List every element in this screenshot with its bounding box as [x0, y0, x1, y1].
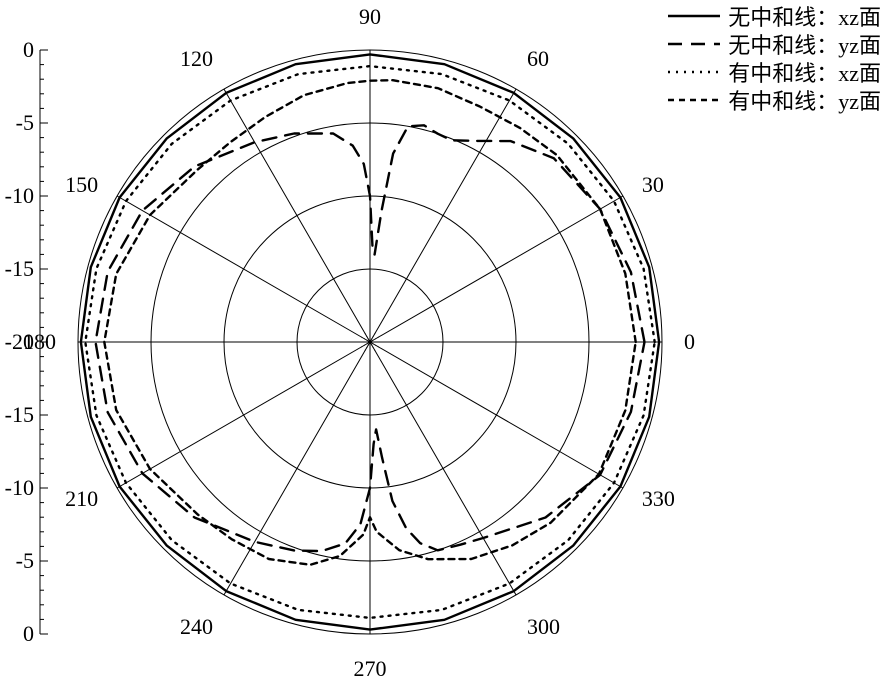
- polar-chart-container: 0-5-10-15-20-15-10-500306090120150180210…: [0, 0, 883, 684]
- legend-item: 无中和线：xz面: [666, 2, 881, 30]
- angle-label: 180: [23, 329, 56, 354]
- y-axis-tick-label: -15: [5, 402, 34, 427]
- legend-item: 有中和线：xz面: [666, 58, 881, 86]
- legend-item: 无中和线：yz面: [666, 30, 881, 58]
- y-axis-tick-label: -15: [5, 256, 34, 281]
- angle-label: 120: [180, 46, 213, 71]
- y-axis-tick-label: -10: [5, 183, 34, 208]
- legend-swatch: [666, 88, 722, 112]
- angle-label: 90: [359, 4, 381, 29]
- y-axis-tick-label: -5: [16, 110, 34, 135]
- angle-label: 240: [180, 614, 213, 639]
- legend-swatch: [666, 60, 722, 84]
- angle-label: 0: [684, 329, 695, 354]
- y-axis-tick-label: -10: [5, 475, 34, 500]
- legend-label: 有中和线：yz面: [728, 84, 881, 116]
- y-axis-tick-label: 0: [23, 37, 34, 62]
- angle-label: 150: [65, 172, 98, 197]
- angle-label: 300: [527, 614, 560, 639]
- angle-label: 210: [65, 486, 98, 511]
- legend-swatch: [666, 32, 722, 56]
- legend-swatch: [666, 4, 722, 28]
- angle-label: 30: [642, 172, 664, 197]
- legend-item: 有中和线：yz面: [666, 86, 881, 114]
- legend: 无中和线：xz面无中和线：yz面有中和线：xz面有中和线：yz面: [666, 2, 881, 114]
- angle-label: 60: [527, 46, 549, 71]
- y-axis-tick-label: 0: [23, 621, 34, 646]
- y-axis-tick-label: -5: [16, 548, 34, 573]
- angle-label: 270: [354, 656, 387, 681]
- angle-label: 330: [642, 486, 675, 511]
